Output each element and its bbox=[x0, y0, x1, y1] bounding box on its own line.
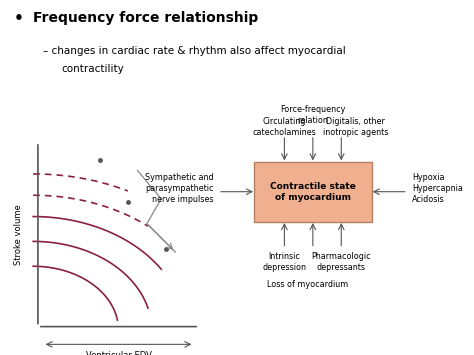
Text: Frequency force relationship: Frequency force relationship bbox=[33, 11, 258, 24]
Text: – changes in cardiac rate & rhythm also affect myocardial: – changes in cardiac rate & rhythm also … bbox=[43, 46, 346, 56]
Text: Stroke volume: Stroke volume bbox=[15, 204, 23, 265]
Text: Hypoxia
Hypercapnia
Acidosis: Hypoxia Hypercapnia Acidosis bbox=[412, 173, 463, 204]
Text: Intrinsic
depression: Intrinsic depression bbox=[263, 252, 306, 272]
Text: •: • bbox=[14, 11, 24, 26]
Text: Circulating
catecholamines: Circulating catecholamines bbox=[253, 117, 316, 137]
Text: Force-frequency
relation: Force-frequency relation bbox=[280, 105, 346, 125]
Text: Digitalis, other
inotropic agents: Digitalis, other inotropic agents bbox=[323, 117, 388, 137]
Text: Loss of myocardium: Loss of myocardium bbox=[267, 280, 349, 289]
Text: Sympathetic and
parasympathetic
nerve impulses: Sympathetic and parasympathetic nerve im… bbox=[145, 173, 213, 204]
Text: Ventricular EDV: Ventricular EDV bbox=[86, 351, 151, 355]
Text: Pharmacologic
depressants: Pharmacologic depressants bbox=[311, 252, 371, 272]
Text: Contractile state
of myocardium: Contractile state of myocardium bbox=[270, 182, 356, 202]
Text: contractility: contractility bbox=[62, 64, 124, 74]
FancyBboxPatch shape bbox=[254, 162, 372, 222]
